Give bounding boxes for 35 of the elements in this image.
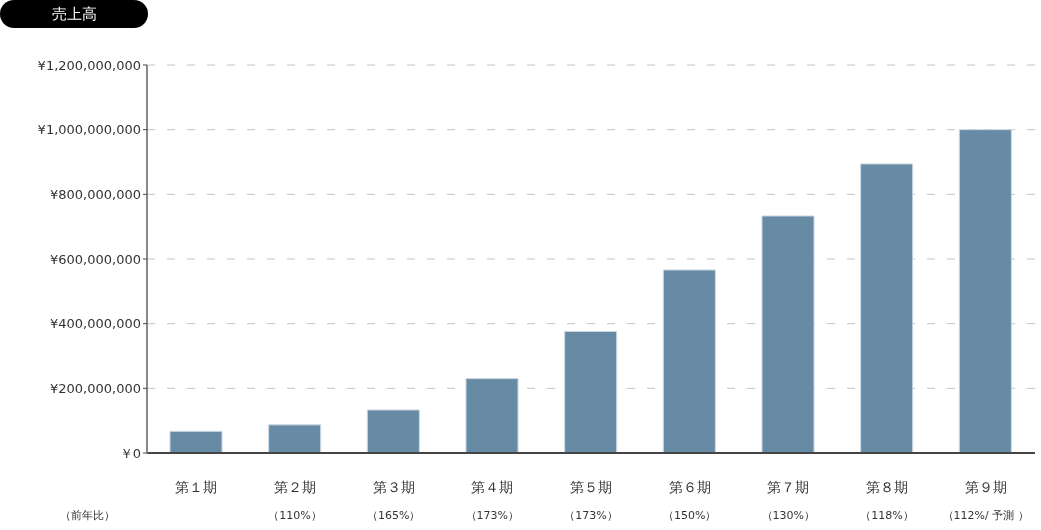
y-tick-label: ¥200,000,000 [50,380,141,396]
bar [860,163,914,453]
x-tick-label: 第６期 [668,479,711,495]
x-tick-label: 第２期 [274,479,316,495]
text: （165%） [366,509,421,522]
text: （118%） [860,509,914,522]
bar [958,129,1012,453]
x-tick-label: 第８期 [866,479,908,495]
text: （150%） [662,509,717,522]
text: （110%） [268,509,322,522]
bar [761,215,815,453]
y-tick-label: ￥0 [119,445,141,461]
x-tick-label: 第１期 [175,479,218,495]
text: （112%/ 予測 ） [942,509,1029,522]
text: （前年比） [60,508,115,523]
x-tick-label: 第３期 [372,479,415,495]
chart-title: 売上高 [0,0,148,28]
text: （173%） [465,509,520,522]
text: （173%） [564,509,618,522]
bar [465,378,519,453]
bar [268,424,322,453]
x-tick-label: 第５期 [570,479,612,495]
y-tick-label: ¥400,000,000 [50,316,141,332]
bar [366,409,420,453]
bar [169,430,223,453]
bar [662,269,716,453]
y-tick-label: ¥800,000,000 [50,186,141,202]
y-tick-label: ¥1,000,000,000 [37,122,141,138]
y-tick-label: ¥1,200,000,000 [37,57,141,73]
y-tick-label: ¥600,000,000 [50,251,141,267]
x-tick-label: 第９期 [964,479,1007,495]
x-tick-label: 第４期 [471,479,514,495]
bar [564,330,618,453]
x-tick-label: 第７期 [767,479,810,495]
text: （130%） [761,509,816,522]
